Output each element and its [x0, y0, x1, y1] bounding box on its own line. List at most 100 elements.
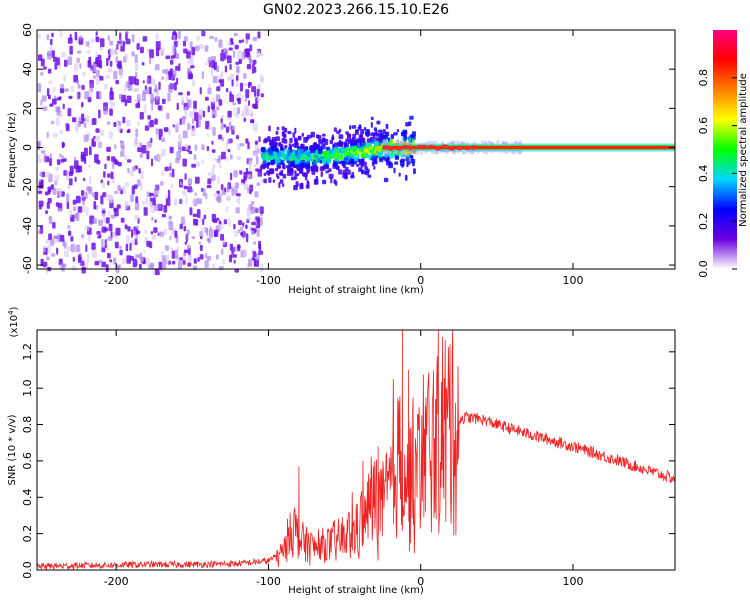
signal-bead: [434, 146, 442, 151]
heatmap-cell: [48, 215, 53, 225]
heatmap-cell: [199, 254, 204, 260]
heatmap-cell: [394, 161, 399, 165]
heatmap-cell: [119, 69, 123, 79]
heatmap-cell: [212, 97, 215, 104]
heatmap-cell: [242, 222, 245, 227]
heatmap-cell: [155, 268, 160, 276]
heatmap-cell: [409, 155, 414, 158]
heatmap-cell: [162, 259, 167, 269]
heatmap-cell: [107, 173, 111, 178]
heatmap-cell: [272, 179, 276, 183]
heatmap-cell: [157, 105, 162, 111]
heatmap-cell: [311, 147, 314, 152]
heatmap-cell: [260, 264, 264, 273]
heatmap-cell: [220, 52, 225, 62]
heatmap-cell: [187, 123, 191, 130]
heatmap-cell: [258, 240, 261, 249]
heatmap-cell: [191, 46, 196, 56]
heatmap-cell: [373, 132, 376, 139]
heatmap-cell: [112, 231, 116, 237]
heatmap-cell: [96, 159, 101, 165]
heatmap-cell: [107, 67, 113, 73]
colorbar-tick-label: 0.4: [697, 165, 710, 183]
heatmap-cell: [343, 154, 348, 158]
heatmap-cell: [178, 146, 182, 153]
heatmap-cell: [98, 259, 102, 263]
heatmap-cell: [350, 175, 355, 179]
heatmap-cell: [157, 203, 162, 209]
heatmap-cell: [84, 91, 89, 100]
heatmap-cell: [288, 143, 292, 149]
heatmap-cell: [110, 214, 116, 219]
heatmap-cell: [173, 40, 178, 48]
heatmap-cell: [272, 151, 277, 157]
heatmap-cell: [72, 206, 76, 212]
heatmap-cell: [344, 143, 349, 148]
heatmap-cell: [275, 141, 278, 146]
heatmap-cell: [340, 152, 343, 158]
heatmap-cell: [234, 44, 239, 50]
heatmap-cell: [127, 128, 131, 133]
colorbar: 0.0 0.2 0.4 0.6 0.8 Normalized spectral ampl…: [697, 30, 749, 278]
heatmap-cell: [107, 35, 110, 41]
heatmap-cell: [37, 178, 41, 183]
heatmap-cell: [481, 140, 485, 144]
heatmap-cell: [350, 142, 353, 147]
heatmap-cell: [248, 163, 252, 171]
heatmap-cell: [294, 158, 300, 165]
heatmap-cell: [369, 149, 374, 154]
colorbar-tick-label: 0.2: [697, 212, 710, 230]
heatmap-cell: [155, 41, 161, 50]
heatmap-cell: [140, 170, 144, 179]
heatmap-cell: [114, 144, 117, 150]
heatmap-cell: [151, 234, 156, 240]
heatmap-cell: [54, 62, 58, 70]
heatmap-cell: [245, 89, 250, 99]
heatmap-cell: [46, 256, 50, 261]
heatmap-cell: [108, 223, 113, 232]
heatmap-cell: [148, 264, 154, 270]
heatmap-cell: [197, 257, 200, 262]
heatmap-cell: [164, 127, 169, 132]
heatmap-cell: [354, 139, 359, 144]
heatmap-cell: [95, 31, 98, 36]
heatmap-cell: [220, 122, 224, 130]
heatmap-cell: [170, 247, 173, 252]
colorbar-ticks: 0.0 0.2 0.4 0.6 0.8: [697, 69, 737, 278]
heatmap-cell: [74, 213, 78, 219]
heatmap-cell: [117, 125, 122, 131]
heatmap-cell: [105, 264, 109, 273]
heatmap-cell: [40, 58, 45, 67]
heatmap-cell: [252, 123, 258, 132]
heatmap-cell: [122, 258, 127, 264]
heatmap-cell: [165, 198, 168, 206]
heatmap-cell: [66, 201, 70, 209]
heatmap-cell: [232, 246, 237, 252]
heatmap-cell: [238, 58, 242, 64]
heatmap-cell: [189, 207, 193, 216]
heatmap-cell: [331, 134, 334, 141]
heatmap-cell: [146, 258, 150, 267]
heatmap-cell: [430, 151, 434, 155]
heatmap-cell: [227, 41, 232, 47]
heatmap-cell: [114, 190, 118, 194]
heatmap-cell: [142, 92, 146, 102]
heatmap-cell: [246, 207, 251, 216]
heatmap-cell: [39, 171, 44, 177]
snr-frame: [36, 329, 676, 571]
heatmap-cell: [201, 144, 205, 151]
heatmap-cell: [312, 159, 317, 166]
heatmap-cell: [268, 149, 273, 155]
heatmap-cell: [252, 59, 257, 65]
heatmap-cell: [259, 206, 264, 214]
heatmap-cell: [263, 139, 268, 144]
heatmap-cell: [236, 65, 240, 73]
heatmap-cell: [382, 129, 386, 135]
heatmap-cell: [185, 233, 189, 241]
heatmap-cell: [207, 172, 212, 176]
heatmap-cell: [393, 132, 398, 136]
heatmap-cell: [117, 121, 122, 126]
heatmap-cell: [126, 235, 130, 243]
